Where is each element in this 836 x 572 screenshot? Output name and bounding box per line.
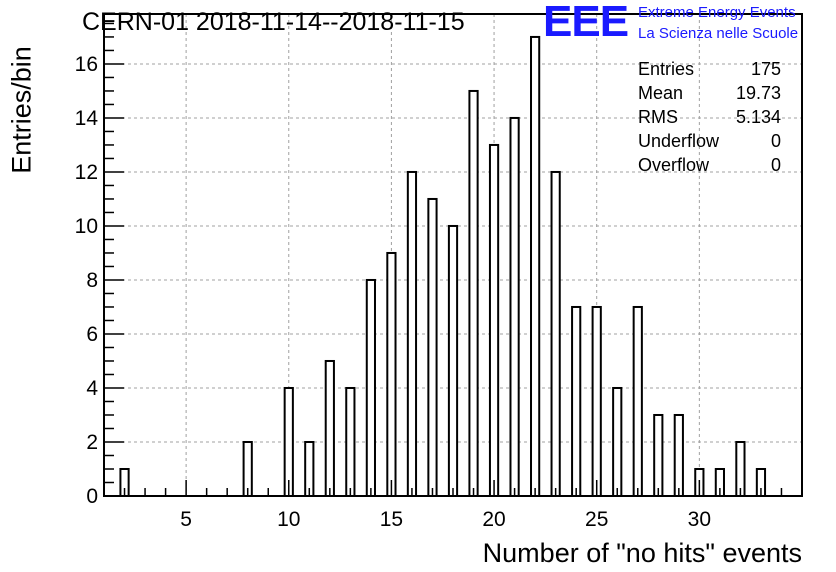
stats-value: 0: [770, 131, 781, 151]
histogram-bar: [345, 386, 356, 498]
stats-label: Mean: [638, 83, 684, 103]
histogram-bar: [653, 413, 664, 498]
y-axis-label: Entries/bin: [6, 46, 37, 174]
histogram-bar: [365, 278, 376, 498]
histogram-bar: [530, 35, 541, 497]
histogram-bar: [324, 359, 335, 497]
logo-text-line2: La Scienza nelle Scuole: [638, 25, 799, 42]
histogram-bar: [550, 170, 561, 497]
histogram-bar: [468, 89, 479, 498]
y-tick-label: 6: [86, 323, 98, 346]
y-tick-label: 4: [86, 377, 98, 400]
histogram-bar: [509, 116, 520, 497]
histogram-bar: [304, 440, 315, 497]
y-tick-label: 8: [86, 269, 98, 292]
x-tick-label: 20: [482, 508, 505, 531]
stats-value: 5.134: [735, 107, 781, 127]
histogram-bar: [632, 305, 643, 497]
stats-row-underflow: Underflow 0: [638, 129, 781, 153]
y-tick-label: 0: [86, 485, 98, 508]
stats-value: 19.73: [735, 83, 781, 103]
tick-labels: 5 10 15 20 25 30 0 2 4 6 8 10 12 14 16: [75, 53, 711, 531]
x-tick-label: 5: [180, 508, 192, 531]
stats-value: 175: [750, 59, 781, 79]
histogram-bar: [488, 143, 500, 497]
stats-label: Underflow: [638, 131, 720, 151]
histogram-bars: [119, 35, 767, 498]
histogram-bar: [735, 440, 746, 497]
axis-ticks: [103, 22, 803, 497]
histogram-bar: [427, 197, 438, 498]
histogram-bar: [673, 413, 684, 498]
x-axis-label: Number of "no hits" events: [482, 538, 802, 568]
histogram-bar: [242, 440, 253, 497]
stats-label: RMS: [638, 107, 678, 127]
chart-title: CERN-01 2018-11-14--2018-11-15: [82, 8, 465, 36]
histogram-bar: [447, 224, 459, 497]
stats-label: Entries: [638, 59, 695, 79]
x-tick-label: 25: [585, 508, 608, 531]
x-tick-label: 15: [380, 508, 403, 531]
stats-label: Overflow: [638, 155, 710, 175]
stats-value: 0: [770, 155, 781, 175]
histogram-bar: [612, 386, 623, 498]
histogram-bar: [571, 305, 582, 497]
y-tick-label: 10: [75, 215, 98, 238]
histogram-bar: [406, 170, 418, 497]
eee-logo: EEE: [543, 0, 629, 46]
stats-row-entries: Entries 175: [638, 57, 781, 81]
stats-box: Entries 175 Mean 19.73 RMS 5.134 Underfl…: [638, 57, 781, 177]
histogram-bar: [283, 386, 294, 498]
y-tick-label: 2: [86, 431, 98, 454]
logo-text-line1: Extreme Energy Events: [638, 4, 796, 21]
x-tick-label: 30: [688, 508, 711, 531]
x-tick-label: 10: [277, 508, 300, 531]
histogram-bar: [386, 251, 397, 497]
y-tick-label: 16: [75, 53, 98, 76]
stats-row-mean: Mean 19.73: [638, 81, 781, 105]
histogram-bar: [591, 305, 602, 497]
y-tick-label: 14: [75, 107, 99, 130]
y-tick-label: 12: [75, 161, 98, 184]
stats-row-overflow: Overflow 0: [638, 153, 781, 177]
stats-row-rms: RMS 5.134: [638, 105, 781, 129]
